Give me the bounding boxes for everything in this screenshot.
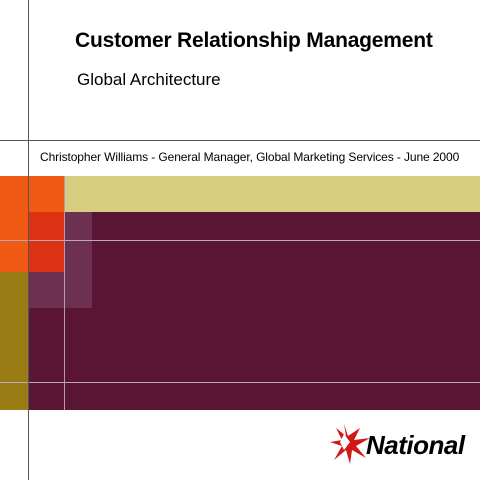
grid-line-horizontal-bottom	[0, 382, 480, 383]
grid-line-vertical-left	[28, 0, 29, 480]
mauve-strip	[64, 212, 92, 308]
presenter-byline: Christopher Williams - General Manager, …	[40, 150, 460, 164]
maroon-panel	[28, 212, 480, 410]
orange-block-top	[0, 176, 64, 212]
orange-block-middle	[0, 212, 28, 272]
red-block	[28, 212, 64, 272]
mauve-block	[28, 272, 64, 308]
slide-title: Customer Relationship Management	[75, 29, 433, 52]
olive-block	[0, 272, 28, 410]
star-mark-icon	[330, 424, 370, 464]
national-logo: National	[330, 420, 470, 470]
slide-subtitle: Global Architecture	[77, 70, 221, 89]
horizontal-divider	[0, 140, 480, 141]
grid-line-horizontal-middle	[0, 240, 480, 241]
grid-line-vertical-inner	[64, 176, 65, 410]
tan-band	[64, 176, 480, 212]
logo-wordmark: National	[366, 430, 465, 460]
